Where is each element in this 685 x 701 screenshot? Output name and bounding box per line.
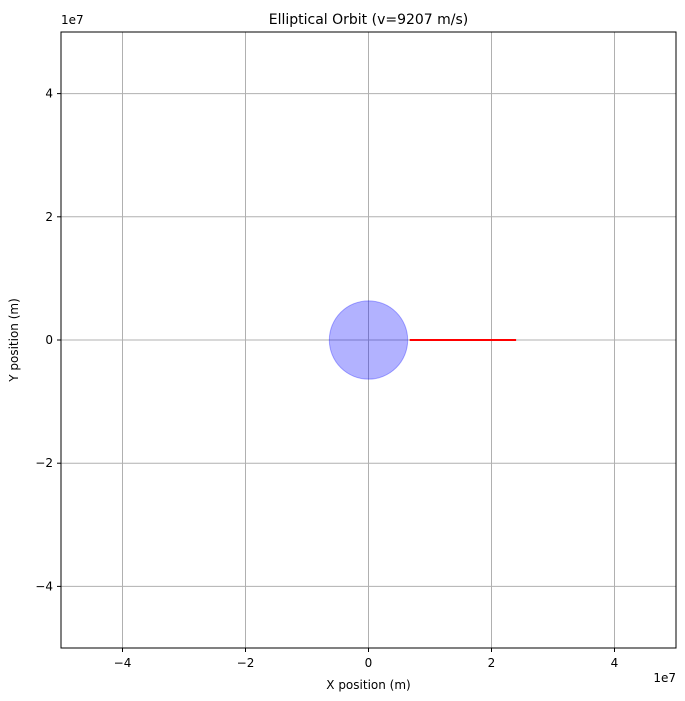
y-tick-label: 2 bbox=[45, 210, 53, 224]
x-axis-offset-label: 1e7 bbox=[653, 671, 676, 685]
x-tick-label: 4 bbox=[611, 656, 619, 670]
y-tick-label: −2 bbox=[35, 456, 53, 470]
y-axis-label: Y position (m) bbox=[7, 298, 21, 383]
x-tick-label: 2 bbox=[488, 656, 496, 670]
y-tick-label: 0 bbox=[45, 333, 53, 347]
y-tick-label: −4 bbox=[35, 579, 53, 593]
x-tick-label: −2 bbox=[237, 656, 255, 670]
y-tick-label: 4 bbox=[45, 87, 53, 101]
y-axis-offset-label: 1e7 bbox=[61, 13, 84, 27]
grid bbox=[61, 32, 676, 648]
x-tick-label: −4 bbox=[114, 656, 132, 670]
planet-disk bbox=[328, 300, 409, 380]
x-axis-label: X position (m) bbox=[326, 678, 410, 692]
ticks: −4 −2 0 2 4 −4 −2 0 2 4 bbox=[35, 87, 618, 670]
chart-title: Elliptical Orbit (v=9207 m/s) bbox=[269, 12, 469, 28]
x-tick-label: 0 bbox=[365, 656, 373, 670]
